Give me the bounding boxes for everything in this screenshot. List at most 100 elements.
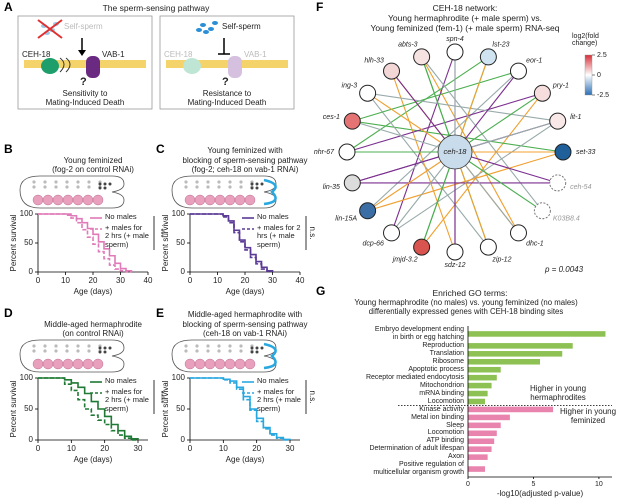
gene-node [338,143,356,161]
center-node-label: ceh-18 [444,147,468,156]
chart-title: Young feminized with blocking of sperm-s… [182,146,308,165]
gene-label: ceh-54 [570,184,592,191]
oocyte [72,358,84,370]
gene-label: zip-12 [491,256,511,263]
oocyte [204,194,216,206]
x-tick-label: 10 [61,276,70,285]
germ-cell [87,344,91,348]
germ-cell [43,180,47,184]
gene-node [509,224,527,242]
sperm-cell [103,350,107,354]
bar [468,390,488,397]
category-label: Locomotion [427,429,464,437]
x-tick-label: 40 [144,276,153,285]
category-label: ATP binding [426,437,465,445]
gene-label: sdz-12 [444,262,465,269]
edge [454,151,558,184]
panel-label: C [156,142,165,156]
y-tick-label: 100 [172,373,186,382]
bar [468,398,486,405]
chart-subtitle: (ceh-18 on vab-1 RNAi) [202,328,288,338]
x-tick-label: 0 [188,276,193,285]
sperm-label: Self-sperm [64,22,103,31]
germ-cell [217,344,221,348]
panel-label: E [156,306,165,320]
y-tick-label: 0 [29,267,34,276]
germ-cell [43,185,47,189]
y-tick-label: 0 [181,267,186,276]
germ-cell [228,185,232,189]
x-axis-label: Age (days) [74,287,113,296]
protein-label: CEH-18 [164,50,193,59]
gene-node [479,238,497,256]
legend-label: + males for 2 hrs (+ male sperm) [105,223,149,249]
x-tick-label: 20 [252,444,261,453]
germ-cell [228,344,232,348]
chart-heading: Middle-aged hermaphrodite (on control RNA… [18,320,168,338]
sperm-cell [98,186,102,190]
category-label: Apoptotic process [408,365,464,373]
panel-label: F [316,0,324,14]
colorbar-tick-label: 2.5 [597,52,607,59]
sperm-cell [98,182,102,186]
germ-cell [87,180,91,184]
x-tick-label: 10 [213,276,222,285]
bar [468,466,486,472]
gene-label: lin-35 [323,184,340,191]
y-tick-label: 0 [29,435,34,444]
category-label: Determination of adult lifespan [369,445,464,453]
oocyte [214,358,226,370]
germ-cell [206,349,210,353]
category-label: Mitochondrion [420,381,464,389]
outcome: Sensitivity to Mating-Induced Death [45,89,125,108]
chart-heading: Young feminized (fog-2 on control RNAi) [18,156,168,174]
edge [367,92,456,153]
survival-curve [38,213,133,272]
y-tick-label: 50 [176,238,185,247]
germ-cell [32,185,36,189]
significance: n.s. [308,227,317,240]
gene-label: hlh-33 [364,57,384,64]
gene-node [413,48,431,66]
panel-label: A [4,0,13,14]
panel-label: G [316,284,326,298]
x-tick-label: 0 [466,481,470,488]
germ-cell [87,349,91,353]
survival-curve [38,213,132,273]
sperm-cell [255,346,259,350]
oocyte [32,194,44,206]
panel-label: B [4,142,13,156]
chart-subtitle: (fog-2; ceh-18 on vab-1 RNAi) [191,164,299,174]
category-label: Sleep [446,421,464,429]
oocyte [82,358,94,370]
gene-label: dhc-1 [526,240,544,247]
germ-cell [32,349,36,353]
pathway-title: The sperm-sensing pathway [102,3,210,13]
y-tick-label: 50 [24,238,33,247]
germ-cell [228,349,232,353]
bar [468,430,497,437]
legend-label: No males [105,212,137,221]
gene-label: lit-1 [570,114,581,121]
y-tick-label: 50 [24,404,33,413]
bar [468,414,510,421]
oocyte [92,194,104,206]
sperm-cell [250,186,254,190]
chart-subtitle: (fog-2 on control RNAi) [52,164,134,174]
edge [352,120,456,153]
oocyte [82,194,94,206]
bar [468,454,488,460]
center-node [437,134,473,170]
gene-label: dcp-66 [362,240,384,247]
sperm-cell [103,182,107,186]
category-label: mRNA binding [419,389,464,397]
gene-node [533,84,551,102]
sperm-cell [255,186,259,190]
gene-node [446,243,464,261]
sperm-cell [98,350,102,354]
oocyte [234,358,246,370]
gene-label: pry-1 [552,82,569,89]
survival-curve [190,213,274,272]
